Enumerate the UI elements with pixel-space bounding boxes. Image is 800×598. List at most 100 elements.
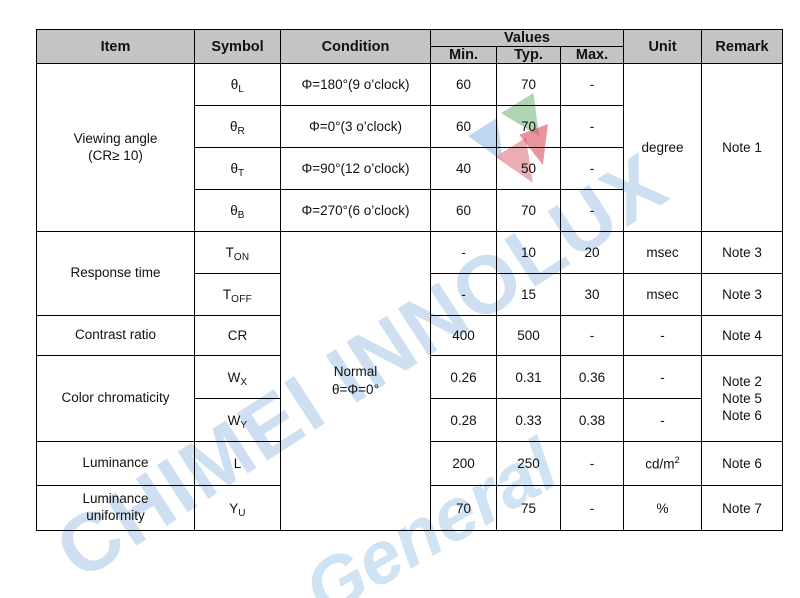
unit-degree: degree [623, 63, 703, 232]
value-min: 60 [430, 63, 497, 106]
symbol-cr: CR [194, 315, 281, 356]
unit-none: - [623, 398, 703, 442]
unit-percent: % [623, 485, 703, 531]
row-label-luminance-uniformity: Luminance uniformity [36, 485, 195, 531]
viewing-angle-label-line1: Viewing angle [73, 130, 158, 146]
value-max: 0.38 [559, 398, 625, 442]
row-label-luminance: Luminance [36, 441, 195, 486]
remark-note-2-5-6: Note 2 Note 5 Note 6 [701, 355, 784, 442]
value-max: - [559, 63, 625, 106]
remark-note-3: Note 3 [701, 273, 784, 316]
specification-table-container: Item Symbol Condition Values Unit Remark… [36, 29, 784, 531]
condition-normal-line2: θ=Φ=0° [332, 382, 379, 397]
remark-note-4: Note 4 [701, 315, 784, 356]
condition-theta-b: Φ=270°(6 o’clock) [280, 189, 431, 232]
remark-line3: Note 6 [722, 408, 762, 424]
viewing-angle-label-line2: (CR≥ 10) [88, 147, 143, 163]
remark-note-1: Note 1 [701, 63, 784, 232]
value-max: - [559, 147, 625, 190]
symbol-yu: YU [194, 485, 281, 531]
column-header-min: Min. [430, 46, 497, 64]
value-min: 0.26 [430, 355, 497, 399]
column-header-condition: Condition [280, 29, 431, 64]
table-row: Color chromaticity WX 0.26 0.31 0.36 - N… [36, 355, 784, 442]
symbol-l: L [194, 441, 281, 486]
value-max: 30 [559, 273, 625, 316]
row-label-viewing-angle: Viewing angle (CR≥ 10) [36, 63, 195, 232]
remark-line1: Note 2 [722, 373, 762, 389]
value-max: - [559, 485, 625, 531]
symbol-wy: WY [194, 398, 281, 442]
condition-theta-t: Φ=90°(12 o’clock) [280, 147, 431, 190]
value-min: 70 [430, 485, 497, 531]
unit-msec: msec [623, 231, 703, 274]
value-typ: 10 [496, 231, 561, 274]
column-header-values: Values [429, 29, 625, 47]
column-header-item: Item [36, 29, 195, 64]
value-min: 0.28 [430, 398, 497, 442]
table-header-row-1: Item Symbol Condition Values Unit Remark [36, 29, 784, 64]
table-row: Response time TON Normal θ=Φ=0° - 10 20 … [36, 231, 784, 531]
value-min: - [430, 231, 497, 274]
condition-normal: Normal θ=Φ=0° [280, 231, 431, 531]
value-typ: 75 [496, 485, 561, 531]
value-typ: 70 [496, 189, 561, 232]
column-header-max: Max. [559, 46, 625, 64]
unit-none: - [623, 315, 703, 356]
row-label-color-chromaticity: Color chromaticity [36, 355, 195, 442]
symbol-t-off: TOFF [194, 273, 281, 316]
symbol-theta-b: θB [194, 189, 281, 232]
value-max: - [559, 315, 625, 356]
symbol-theta-r: θR [194, 105, 281, 148]
table-row: θB Φ=270°(6 o’clock) 60 70 - [37, 189, 783, 232]
symbol-t-on: TON [194, 231, 281, 274]
condition-theta-r: Φ=0°(3 o’clock) [280, 105, 431, 148]
luminance-uniformity-label-line1: Luminance [82, 491, 149, 507]
unit-msec: msec [623, 273, 703, 316]
symbol-wx: WX [194, 355, 281, 399]
value-typ: 0.31 [496, 355, 561, 399]
value-max: - [559, 105, 625, 148]
value-min: 60 [430, 189, 497, 232]
value-typ: 70 [496, 63, 561, 106]
value-min: - [430, 273, 497, 316]
value-min: 60 [430, 105, 497, 148]
condition-normal-line1: Normal [333, 363, 378, 379]
table-row: θR Φ=0°(3 o’clock) 60 70 - [37, 105, 783, 148]
column-header-unit: Unit [623, 29, 703, 64]
value-max: 20 [559, 231, 625, 274]
remark-note-6: Note 6 [701, 441, 784, 486]
symbol-theta-t: θT [194, 147, 281, 190]
value-typ: 70 [496, 105, 561, 148]
table-row: Viewing angle (CR≥ 10) θL Φ=180°(9 o’clo… [36, 63, 784, 232]
value-typ: 500 [496, 315, 561, 356]
table-row: Luminance uniformity YU 70 75 - % Note 7 [36, 485, 784, 531]
value-min: 40 [430, 147, 497, 190]
value-typ: 15 [496, 273, 561, 316]
unit-none: - [623, 355, 703, 399]
value-max: 0.36 [559, 355, 625, 399]
remark-note-3: Note 3 [701, 231, 784, 274]
table-body: Viewing angle (CR≥ 10) θL Φ=180°(9 o’clo… [36, 63, 784, 531]
row-label-contrast-ratio: Contrast ratio [36, 315, 195, 356]
value-min: 200 [430, 441, 497, 486]
table-header: Item Symbol Condition Values Unit Remark… [36, 29, 784, 64]
display-characteristics-table: Item Symbol Condition Values Unit Remark… [36, 29, 784, 531]
table-header-row-2: Min. Typ. Max. [37, 46, 783, 64]
value-typ: 50 [496, 147, 561, 190]
value-max: - [559, 441, 625, 486]
remark-note-7: Note 7 [701, 485, 784, 531]
remark-line2: Note 5 [722, 390, 762, 406]
unit-candela-per-square-meter: cd/m2 [623, 441, 703, 486]
column-header-remark: Remark [701, 29, 784, 64]
luminance-uniformity-label-line2: uniformity [86, 508, 145, 523]
row-label-response-time: Response time [36, 231, 195, 316]
value-max: - [559, 189, 625, 232]
symbol-theta-l: θL [194, 63, 281, 106]
table-row: TOFF - 15 30 msec Note 3 [37, 273, 784, 316]
value-typ: 250 [496, 441, 561, 486]
column-header-typ: Typ. [496, 46, 561, 64]
condition-theta-l: Φ=180°(9 o’clock) [280, 63, 431, 106]
value-typ: 0.33 [496, 398, 561, 442]
column-header-symbol: Symbol [194, 29, 281, 64]
